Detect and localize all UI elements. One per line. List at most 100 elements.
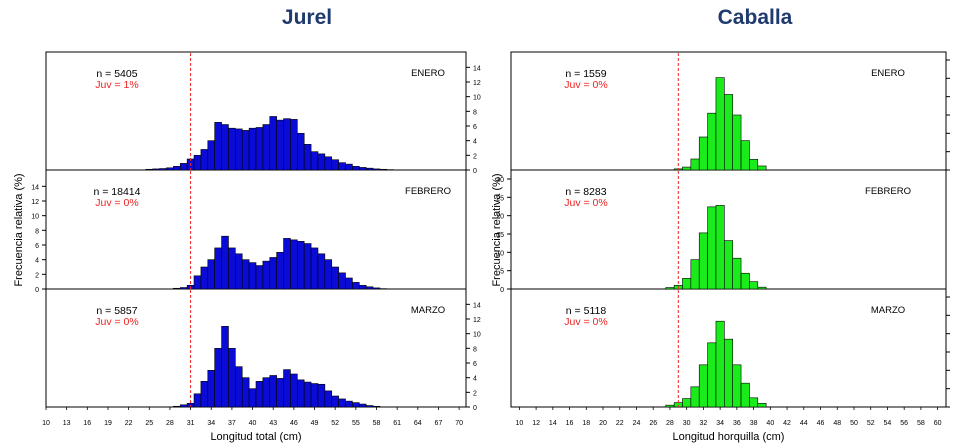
x-tick-label: 36	[733, 420, 741, 427]
x-tick-label: 31	[187, 420, 195, 427]
y-tick-label: 2	[35, 272, 39, 279]
histogram-bar	[317, 383, 326, 408]
histogram-bar	[173, 287, 181, 290]
x-tick-label: 30	[683, 420, 691, 427]
histogram-bar	[262, 260, 271, 290]
y-tick-label: 25	[496, 195, 504, 202]
sample-size-label: n = 8283	[565, 186, 606, 198]
histogram-bar	[241, 377, 250, 408]
month-label: ENERO	[411, 68, 445, 79]
histogram-bar	[682, 398, 692, 408]
x-tick-label: 13	[63, 420, 71, 427]
histogram-bar	[317, 253, 326, 290]
month-label: ENERO	[871, 68, 905, 79]
histogram-bar	[724, 240, 733, 290]
histogram-bar	[214, 122, 222, 171]
x-tick-label: 67	[435, 420, 443, 427]
sample-size-label: n = 5405	[96, 68, 137, 80]
histogram-bar	[214, 247, 222, 290]
y-axis-title: Frecuencia relativa (%)	[13, 173, 25, 286]
x-tick-label: 56	[900, 420, 908, 427]
juvenile-percent-label: Juv = 0%	[95, 197, 138, 209]
histogram-bar	[331, 395, 339, 408]
x-tick-label: 55	[352, 420, 360, 427]
y-tick-label: 6	[35, 243, 39, 250]
histogram-bar	[372, 168, 381, 171]
x-tick-label: 16	[83, 420, 91, 427]
x-tick-label: 37	[228, 420, 236, 427]
y-tick-label: 0	[473, 168, 477, 175]
sample-size-label: n = 18414	[93, 186, 140, 198]
x-tick-label: 46	[817, 420, 825, 427]
y-tick-label: 0	[500, 287, 504, 294]
histogram-bar	[749, 281, 759, 290]
jurel-plot-frame	[45, 51, 467, 408]
histogram-bar	[690, 259, 700, 290]
y-tick-label: 0	[35, 287, 39, 294]
y-tick-label: 12	[473, 80, 481, 87]
histogram-bar	[207, 370, 215, 408]
histogram-bar	[228, 127, 236, 171]
y-tick-label: 10	[473, 332, 481, 339]
histogram-bar	[749, 397, 759, 408]
histogram-bar	[698, 364, 708, 408]
x-tick-label: 28	[666, 420, 674, 427]
y-tick-label: 2	[473, 153, 477, 160]
right-chart-title: Caballa	[717, 6, 793, 29]
y-tick-label: 8	[35, 228, 39, 235]
y-axis-title: Frecuencia relativa (%)	[491, 173, 503, 286]
month-label: MARZO	[411, 305, 445, 316]
histogram-bar	[283, 238, 291, 290]
histogram-bar	[724, 338, 733, 408]
histogram-bar	[310, 247, 319, 290]
histogram-bar	[248, 388, 257, 408]
histogram-bar	[365, 286, 374, 290]
x-tick-label: 22	[125, 420, 133, 427]
y-tick-label: 5	[500, 269, 504, 276]
histogram-bar	[698, 136, 708, 171]
histogram-bar	[732, 257, 742, 290]
y-tick-label: 12	[473, 317, 481, 324]
juvenile-percent-label: Juv = 0%	[95, 316, 138, 328]
histogram-bar	[290, 119, 298, 171]
histogram-bar	[283, 369, 291, 408]
histogram-bar	[331, 159, 339, 171]
histogram-bar	[358, 403, 367, 408]
x-tick-label: 25	[145, 420, 153, 427]
histogram-bar	[690, 158, 700, 171]
histogram-bar	[707, 112, 717, 171]
x-tick-label: 16	[566, 420, 574, 427]
juvenile-percent-label: Juv = 1%	[95, 79, 138, 91]
x-tick-label: 34	[716, 420, 724, 427]
histogram-bar	[207, 259, 215, 290]
juvenile-percent-label: Juv = 0%	[564, 197, 607, 209]
histogram-bar	[324, 390, 333, 408]
x-tick-label: 19	[104, 420, 112, 427]
x-tick-label: 26	[649, 420, 657, 427]
x-tick-label: 52	[331, 420, 339, 427]
histogram-bar	[345, 163, 353, 171]
histogram-bar	[297, 133, 305, 171]
x-tick-label: 54	[884, 420, 892, 427]
histogram-bar	[173, 166, 181, 171]
histogram-bar	[757, 286, 767, 290]
histogram-bar	[740, 382, 750, 408]
histogram-bar	[207, 140, 215, 171]
histogram-bar	[235, 253, 243, 290]
histogram-bar	[740, 140, 750, 171]
x-tick-label: 20	[599, 420, 607, 427]
y-tick-label: 15	[496, 232, 504, 239]
histogram-bar	[179, 163, 188, 171]
y-tick-label: 4	[473, 139, 477, 146]
month-label: FEBRERO	[405, 186, 451, 197]
sample-size-label: n = 5118	[566, 305, 607, 317]
histogram-bar	[317, 153, 326, 171]
histogram-bar	[732, 114, 742, 171]
x-tick-label: 44	[800, 420, 808, 427]
histogram-bar	[166, 167, 174, 171]
histogram-bar	[352, 402, 360, 408]
histogram-bar	[338, 272, 346, 290]
y-tick-label: 2	[473, 390, 477, 397]
x-tick-label: 58	[917, 420, 925, 427]
